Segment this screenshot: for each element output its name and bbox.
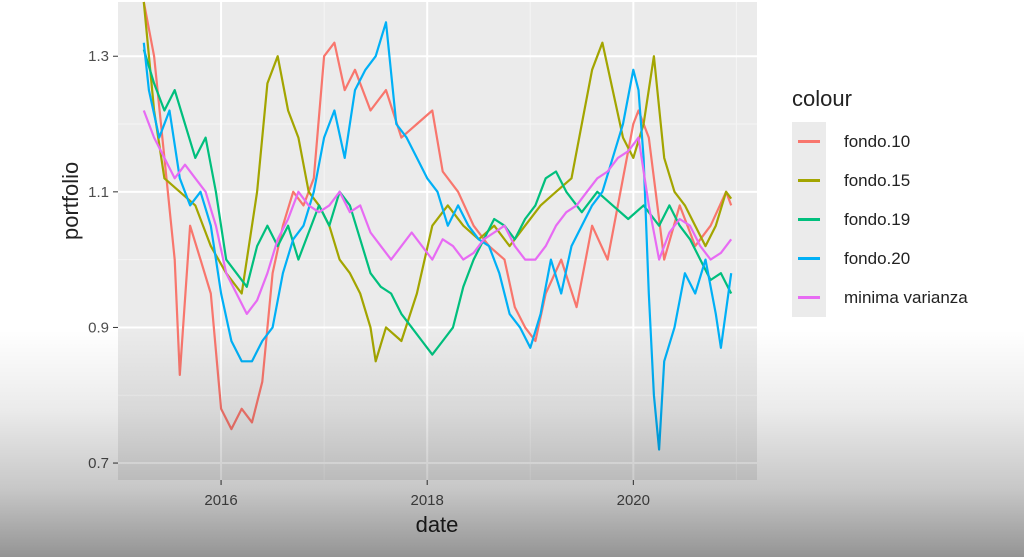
series-line-fondo-10 xyxy=(142,1,733,431)
legend-key xyxy=(792,161,826,200)
series-line-fondo-20 xyxy=(142,21,733,451)
legend-item: fondo.19 xyxy=(792,200,968,239)
y-tick-label: 1.3 xyxy=(88,48,109,65)
legend-swatch xyxy=(798,140,820,143)
legend-label: fondo.10 xyxy=(844,131,911,151)
legend-item: fondo.15 xyxy=(792,161,968,200)
legend-swatch xyxy=(798,218,820,221)
legend-item: minima varianza xyxy=(792,278,968,317)
legend-key xyxy=(792,239,826,278)
legend-key xyxy=(792,122,826,161)
legend-item: fondo.20 xyxy=(792,239,968,278)
legend-label: fondo.19 xyxy=(844,209,911,229)
y-axis-title: portfolio xyxy=(58,161,83,240)
legend-label: minima varianza xyxy=(844,287,968,307)
legend-swatch xyxy=(798,179,820,182)
y-tick-label: 0.9 xyxy=(88,319,109,336)
legend-swatch xyxy=(798,296,820,299)
series-line-fondo-15 xyxy=(142,1,733,363)
y-tick-label: 1.1 xyxy=(88,184,109,201)
legend-items: fondo.10 fondo.15 fondo.19 fondo.20 minima v… xyxy=(792,122,968,317)
x-tick-label: 2016 xyxy=(204,492,237,509)
legend-key xyxy=(792,278,826,317)
legend: colour fondo.10 fondo.15 fondo.19 fondo.20 m… xyxy=(792,86,968,317)
series-line-minima-varianza xyxy=(142,110,733,315)
legend-title: colour xyxy=(792,86,852,111)
legend-label: fondo.20 xyxy=(844,248,911,268)
legend-item: fondo.10 xyxy=(792,122,968,161)
x-tick-label: 2018 xyxy=(411,492,444,509)
legend-swatch xyxy=(798,257,820,260)
legend-label: fondo.15 xyxy=(844,170,911,190)
legend-key xyxy=(792,200,826,239)
series-line-fondo-19 xyxy=(142,49,733,356)
x-tick-label: 2020 xyxy=(617,492,650,509)
y-tick-label: 0.7 xyxy=(88,455,109,472)
x-axis-title: date xyxy=(415,512,459,537)
